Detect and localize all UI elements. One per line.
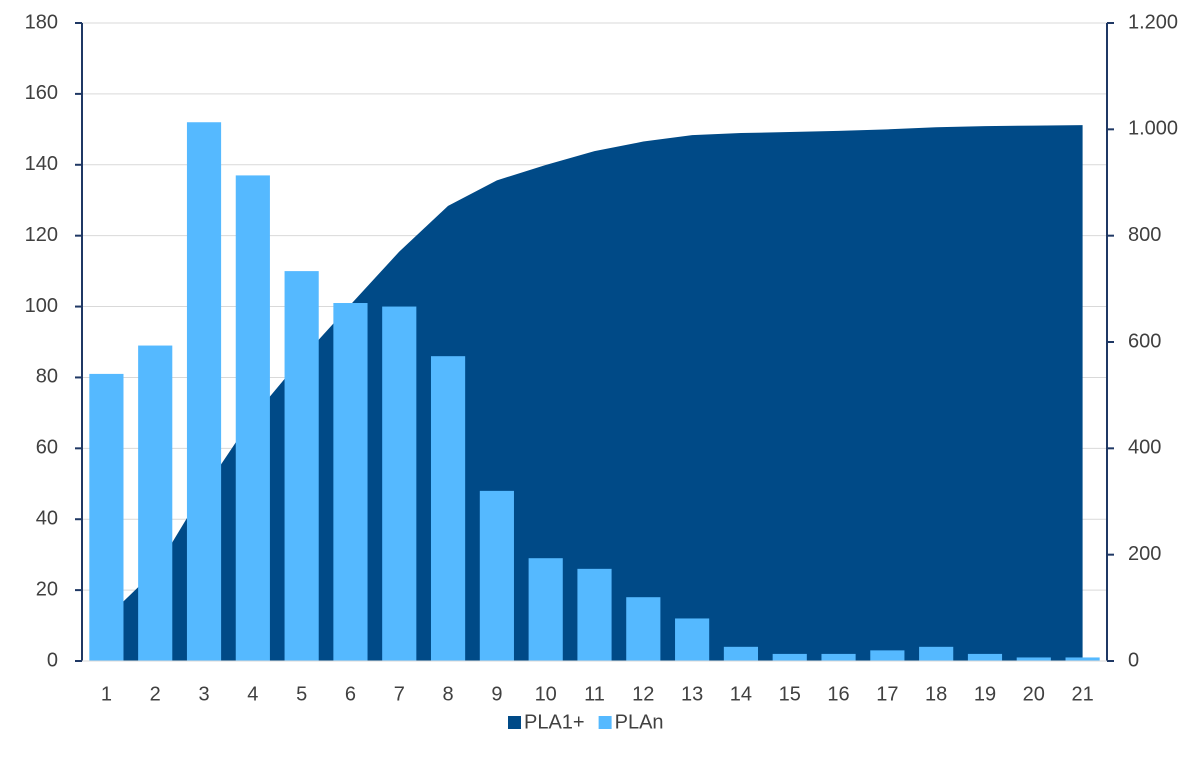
y2-tick-label: 400: [1128, 437, 1161, 459]
bar: [723, 646, 759, 661]
y-tick-label: 60: [36, 437, 58, 459]
bar: [138, 345, 173, 661]
legend-label: PLA1+: [524, 711, 585, 733]
y-tick-label: 20: [36, 578, 58, 600]
x-tick-label: 7: [394, 683, 405, 705]
bar: [772, 653, 807, 661]
bar: [235, 175, 270, 661]
y2-tick-label: 1.200: [1128, 11, 1178, 33]
x-tick-label: 10: [535, 683, 557, 705]
x-tick-label: 1: [101, 683, 112, 705]
x-tick-label: 3: [198, 683, 209, 705]
x-tick-label: 16: [827, 683, 849, 705]
y-tick-label: 40: [36, 508, 58, 530]
legend-label: PLAn: [615, 711, 664, 733]
bar: [89, 373, 124, 661]
bar: [1016, 657, 1051, 661]
x-tick-label: 4: [247, 683, 258, 705]
y2-tick-label: 200: [1128, 543, 1161, 565]
bar: [430, 356, 466, 661]
y-tick-label: 180: [25, 11, 58, 33]
x-tick-label: 9: [491, 683, 502, 705]
y-tick-label: 80: [36, 366, 58, 388]
y-tick-label: 0: [47, 649, 58, 671]
y-tick-label: 140: [25, 153, 58, 175]
bar: [577, 568, 612, 661]
x-tick-label: 20: [1023, 683, 1045, 705]
x-tick-label: 6: [345, 683, 356, 705]
x-tick-label: 11: [584, 683, 605, 705]
x-tick-label: 8: [443, 683, 454, 705]
bar: [870, 650, 905, 661]
bar: [675, 618, 710, 661]
bar: [186, 122, 222, 661]
y2-tick-label: 600: [1128, 330, 1161, 352]
x-tick-label: 13: [681, 683, 703, 705]
x-tick-label: 2: [150, 683, 161, 705]
x-tick-label: 12: [632, 683, 654, 705]
legend-swatch: [598, 716, 612, 729]
y-tick-label: 120: [25, 224, 58, 246]
x-tick-label: 18: [925, 683, 947, 705]
y-tick-label: 100: [25, 295, 58, 317]
bar: [626, 597, 661, 661]
y2-tick-label: 0: [1128, 649, 1139, 671]
y-tick-label: 160: [25, 82, 58, 104]
x-tick-label: 21: [1071, 683, 1093, 705]
bar: [479, 490, 514, 661]
y2-tick-label: 800: [1128, 224, 1161, 246]
x-tick-label: 14: [730, 683, 752, 705]
x-tick-label: 19: [974, 683, 996, 705]
bar: [333, 303, 368, 661]
legend-swatch: [508, 716, 521, 729]
x-tick-label: 15: [779, 683, 801, 705]
bar: [284, 271, 319, 661]
bar: [1065, 657, 1100, 661]
bar: [919, 646, 954, 661]
x-tick-label: 17: [876, 683, 898, 705]
bar: [821, 653, 856, 661]
bar: [528, 558, 563, 661]
bar: [382, 306, 417, 661]
x-tick-label: 5: [296, 683, 307, 705]
y2-tick-label: 1.000: [1128, 118, 1178, 140]
bar: [967, 653, 1003, 661]
